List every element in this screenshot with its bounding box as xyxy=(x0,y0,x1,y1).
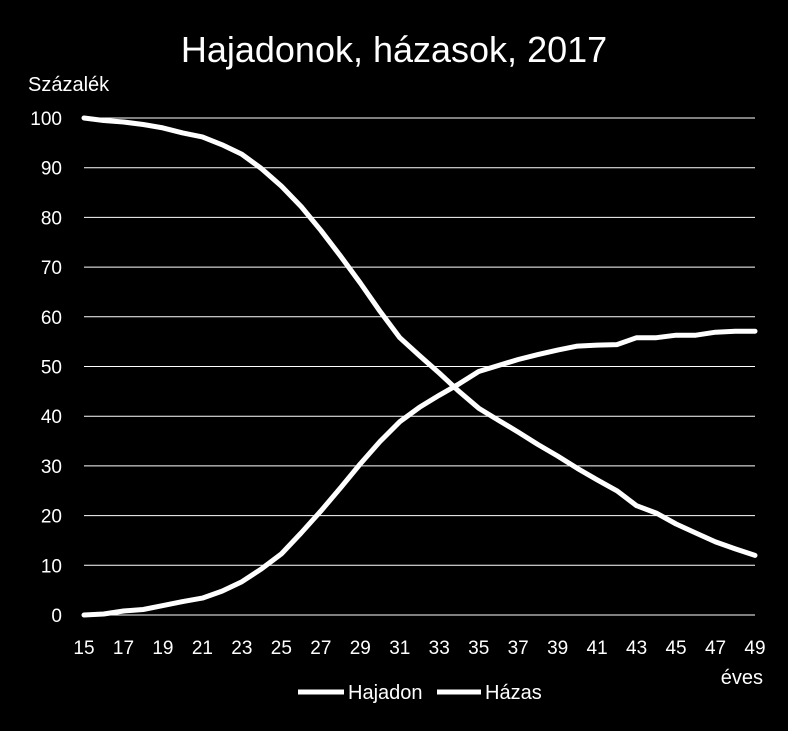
series-line-0 xyxy=(81,115,758,558)
x-tick-label: 27 xyxy=(310,638,331,659)
y-tick-label: 50 xyxy=(41,358,62,379)
x-tick-label: 29 xyxy=(350,638,371,659)
x-tick-label: 15 xyxy=(73,638,94,659)
x-tick-label: 19 xyxy=(152,638,173,659)
x-tick-label: 45 xyxy=(665,638,686,659)
x-tick-labels: 15 17 19 21 23 25 27 29 31 33 35 37 39 41 43 45 47 49 xyxy=(73,638,765,659)
legend: Hajadon Házas xyxy=(298,682,542,704)
x-tick-label: 49 xyxy=(744,638,765,659)
legend-label: Hajadon xyxy=(348,682,423,704)
legend-label: Házas xyxy=(485,682,542,704)
x-axis-label: éves xyxy=(721,667,763,689)
x-tick-label: 43 xyxy=(626,638,647,659)
y-tick-label: 90 xyxy=(41,159,62,180)
x-tick-label: 33 xyxy=(429,638,450,659)
x-tick-label: 25 xyxy=(271,638,292,659)
x-tick-label: 39 xyxy=(547,638,568,659)
y-tick-label: 30 xyxy=(41,457,62,478)
y-tick-labels: 0 10 20 30 40 50 60 70 80 90 100 xyxy=(30,109,62,627)
y-tick-label: 70 xyxy=(41,258,62,279)
gridlines xyxy=(84,117,755,616)
x-tick-label: 21 xyxy=(192,638,213,659)
y-tick-label: 10 xyxy=(41,556,62,577)
x-tick-label: 41 xyxy=(587,638,608,659)
y-tick-label: 100 xyxy=(30,109,62,130)
series-line-1 xyxy=(81,328,758,618)
y-tick-label: 60 xyxy=(41,308,62,329)
y-tick-label: 0 xyxy=(51,606,62,627)
x-tick-label: 47 xyxy=(705,638,726,659)
chart-title: Hajadonok, házasok, 2017 xyxy=(181,29,607,70)
x-tick-label: 37 xyxy=(508,638,529,659)
y-axis-label: Százalék xyxy=(28,74,110,96)
series-lines xyxy=(81,115,758,618)
x-tick-label: 17 xyxy=(113,638,134,659)
x-tick-label: 31 xyxy=(389,638,410,659)
y-tick-label: 40 xyxy=(41,407,62,428)
x-tick-label: 23 xyxy=(231,638,252,659)
y-tick-label: 80 xyxy=(41,208,62,229)
y-tick-label: 20 xyxy=(41,507,62,528)
x-tick-label: 35 xyxy=(468,638,489,659)
